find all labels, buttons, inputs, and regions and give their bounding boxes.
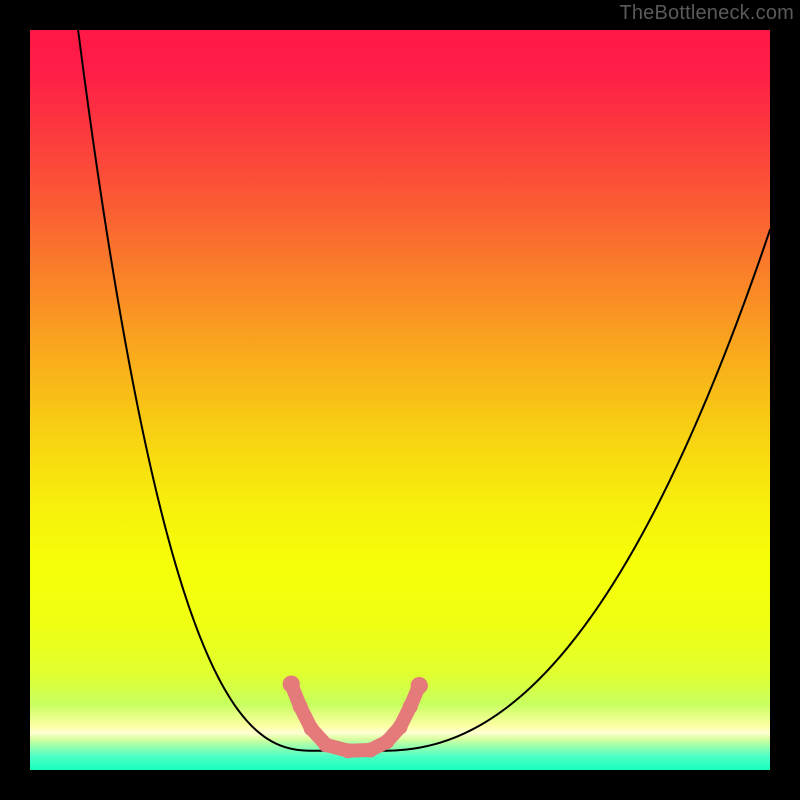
marker-dot: [319, 737, 334, 752]
marker-dot: [393, 720, 408, 735]
marker-dot: [341, 743, 356, 758]
bottleneck-chart: [0, 0, 800, 800]
marker-dot: [403, 699, 418, 714]
chart-container: TheBottleneck.com: [0, 0, 800, 800]
marker-dot: [304, 721, 319, 736]
marker-dot-end: [411, 677, 428, 694]
marker-dot: [293, 699, 308, 714]
marker-dot: [363, 743, 378, 758]
watermark-text: TheBottleneck.com: [619, 2, 794, 25]
marker-dot: [379, 734, 394, 749]
marker-dot-end: [283, 676, 300, 693]
plot-gradient: [30, 30, 770, 770]
